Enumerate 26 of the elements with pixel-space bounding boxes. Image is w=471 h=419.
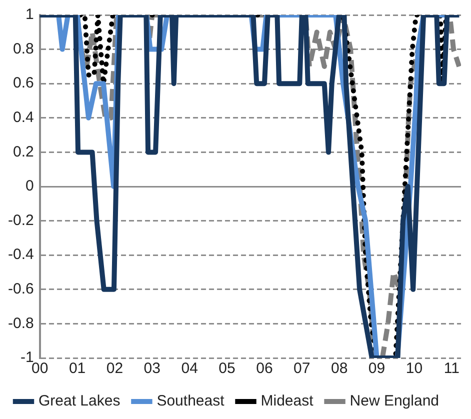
x-tick-label: 06 [256, 360, 273, 378]
y-tick-label: -0.2 [8, 212, 34, 229]
x-tick-label: 01 [68, 360, 86, 378]
x-tick-label: 00 [32, 360, 48, 378]
x-tick-label: 07 [294, 360, 310, 378]
y-tick-label: -0.6 [8, 280, 34, 298]
y-tick-label: 0.6 [12, 74, 34, 92]
x-tick-label: 03 [144, 360, 160, 378]
x-tick-label: 11 [444, 360, 460, 378]
x-tick-label: 05 [218, 360, 236, 378]
legend-label: Great Lakes [38, 392, 120, 410]
y-tick-label: 0.8 [12, 40, 34, 58]
x-tick-label: 10 [406, 360, 423, 378]
x-tick-label: 08 [330, 360, 348, 378]
x-tick-label: 09 [368, 360, 386, 378]
x-tick-label: 02 [106, 360, 124, 378]
y-tick-label: 0.4 [12, 109, 34, 126]
x-tick-label: 04 [181, 360, 198, 378]
legend-label: Mideast [260, 392, 314, 410]
y-tick-label: 0.2 [12, 143, 34, 160]
legend-label: New England [350, 392, 440, 410]
y-tick-label: 1 [26, 6, 34, 24]
y-tick-label: -0.4 [8, 246, 34, 264]
y-tick-label: -0.8 [8, 314, 34, 332]
y-tick-label: 0 [26, 178, 34, 195]
legend-label: Southeast [156, 392, 226, 410]
